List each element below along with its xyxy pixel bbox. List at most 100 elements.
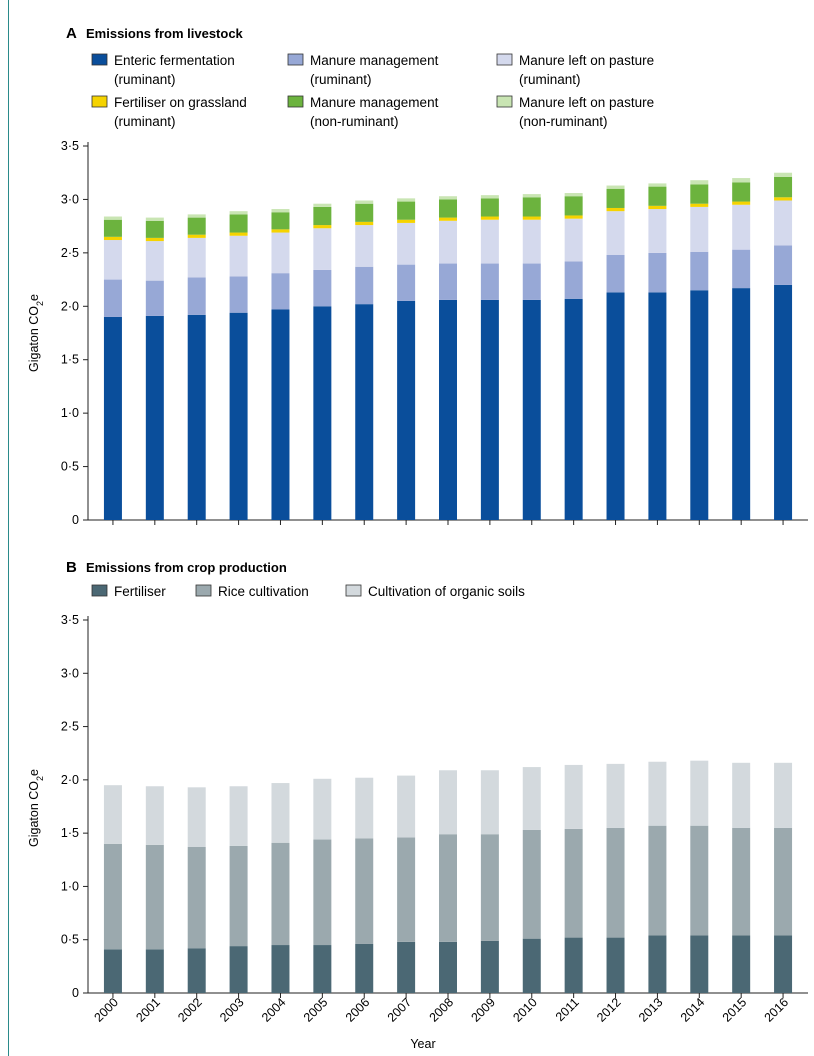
- bar-segment-manure-mgmt-nonrum: [439, 199, 457, 218]
- panel-a-title: Emissions from livestock: [86, 26, 244, 41]
- bar-segment-manure-pasture-nonrum: [774, 172, 793, 177]
- legend-label: Rice cultivation: [218, 584, 309, 599]
- legend-label: (ruminant): [519, 72, 581, 87]
- bar-segment-enteric: [187, 314, 206, 520]
- bar-segment-rice: [145, 844, 164, 950]
- bar-segment-manure-mgmt-rum: [145, 280, 164, 316]
- bar-segment-manure-pasture-rum: [564, 218, 583, 262]
- x-tick-label: 2008: [427, 995, 457, 1025]
- bar-segment-manure-mgmt-rum: [648, 252, 667, 293]
- bar-segment-manure-mgmt-nonrum: [397, 201, 416, 220]
- bar-segment-fertiliser-grass: [774, 197, 793, 201]
- bar-segment-manure-mgmt-nonrum: [732, 182, 751, 202]
- bar-segment-manure-pasture-nonrum: [229, 211, 248, 215]
- x-tick-label: 2006: [343, 995, 373, 1025]
- y-tick-label: 2·0: [61, 299, 79, 313]
- bar-segment-manure-mgmt-nonrum: [103, 219, 122, 237]
- bar-segment-fertiliser: [271, 945, 290, 993]
- bar-segment-manure-mgmt-nonrum: [564, 196, 583, 216]
- bar-segment-rice: [522, 829, 541, 939]
- bar-segment-manure-mgmt-nonrum: [774, 176, 793, 198]
- legend-label: (ruminant): [114, 114, 176, 129]
- legend-label: Enteric fermentation: [114, 53, 235, 68]
- bar-segment-manure-mgmt-rum: [103, 279, 122, 317]
- bar-segment-rice: [355, 838, 374, 944]
- bar-segment-organic-soils: [522, 767, 541, 830]
- bar-segment-manure-pasture-nonrum: [480, 195, 499, 199]
- bar-segment-manure-pasture-nonrum: [439, 196, 457, 200]
- bar-segment-organic-soils: [480, 770, 499, 835]
- panel-b-x-tick-labels: 2000 2001 2002 2003 2004 2005 2006 2007 2008 2009…: [91, 995, 791, 1025]
- bar-segment-fertiliser-grass: [145, 237, 164, 242]
- bar-segment-manure-mgmt-nonrum: [522, 197, 541, 217]
- panel-a-letter: A: [66, 25, 77, 42]
- bar-segment-rice: [648, 825, 667, 936]
- x-tick-label: 2015: [720, 995, 750, 1025]
- x-tick-label: 2001: [133, 995, 163, 1025]
- bar-segment-organic-soils: [774, 762, 793, 828]
- y-tick-label: 1·0: [61, 879, 79, 893]
- y-tick-label: 0·5: [61, 460, 79, 474]
- legend-label: Fertiliser on grassland: [114, 95, 247, 110]
- bar-segment-manure-pasture-rum: [774, 200, 793, 246]
- bar-segment-manure-pasture-nonrum: [564, 193, 583, 197]
- y-tick-label: 3·5: [61, 139, 79, 153]
- bar-segment-manure-mgmt-rum: [397, 264, 416, 301]
- y-tick-label: 3·0: [61, 192, 79, 206]
- panel-b-y-axis-title: Gigaton CO2e: [27, 769, 45, 847]
- panel-a-plot: 0 0·5 1·0 1·5 2·0 2·5 3·0 3·5: [61, 139, 808, 527]
- panel-b-title: Emissions from crop production: [86, 560, 287, 575]
- bar-segment-enteric: [271, 309, 290, 520]
- bar-segment-manure-mgmt-nonrum: [648, 186, 667, 206]
- x-tick-label: 2002: [175, 995, 205, 1025]
- bar-segment-organic-soils: [606, 763, 625, 828]
- bar-segment-enteric: [564, 298, 583, 520]
- bar-segment-organic-soils: [229, 786, 248, 846]
- x-tick-label: 2004: [259, 995, 289, 1025]
- legend-swatch: [345, 584, 362, 597]
- legend-label: (ruminant): [310, 72, 372, 87]
- bar-segment-manure-pasture-nonrum: [522, 194, 541, 198]
- legend-swatch: [91, 584, 108, 597]
- bar-segment-manure-mgmt-rum: [355, 266, 374, 305]
- bar-segment-organic-soils: [397, 775, 416, 838]
- bar-segment-manure-mgmt-nonrum: [187, 217, 206, 235]
- bar-segment-fertiliser: [732, 935, 751, 993]
- bar-segment-rice: [187, 846, 206, 949]
- bar-segment-fertiliser: [103, 949, 122, 993]
- y-tick-label: 1·5: [61, 826, 79, 840]
- bar-segment-manure-pasture-nonrum: [690, 180, 709, 185]
- bar-segment-fertiliser: [439, 941, 457, 993]
- bar-segment-organic-soils: [732, 762, 751, 828]
- bar-segment-fertiliser-grass: [313, 225, 332, 229]
- bar-segment-fertiliser-grass: [355, 221, 374, 226]
- bar-segment-fertiliser: [145, 949, 164, 993]
- bar-segment-enteric: [313, 306, 332, 520]
- bar-segment-organic-soils: [103, 785, 122, 844]
- bar-segment-manure-mgmt-rum: [690, 251, 709, 291]
- bar-segment-rice: [732, 827, 751, 936]
- bar-segment-fertiliser-grass: [187, 234, 206, 238]
- bar-segment-manure-mgmt-nonrum: [271, 212, 290, 230]
- bar-segment-organic-soils: [648, 761, 667, 826]
- bar-segment-manure-pasture-rum: [229, 235, 248, 277]
- bar-segment-manure-mgmt-rum: [522, 263, 541, 300]
- bar-segment-enteric: [229, 312, 248, 520]
- bar-segment-enteric: [522, 299, 541, 520]
- y-tick-label: 0·5: [61, 933, 79, 947]
- x-tick-label: 2013: [636, 995, 666, 1025]
- bar-segment-manure-mgmt-rum: [313, 269, 332, 307]
- bar-segment-rice: [271, 842, 290, 946]
- bar-segment-fertiliser: [606, 937, 625, 993]
- x-tick-label: 2012: [594, 995, 624, 1025]
- panel-b-legend: Fertiliser Rice cultivation Cultivation of…: [91, 584, 525, 599]
- legend-swatch: [91, 95, 108, 108]
- legend-label: Manure management: [310, 95, 439, 110]
- bar-segment-fertiliser-grass: [439, 217, 457, 221]
- bar-segment-manure-mgmt-rum: [439, 263, 457, 300]
- bar-segment-organic-soils: [145, 786, 164, 845]
- bar-segment-fertiliser-grass: [522, 216, 541, 220]
- legend-swatch: [287, 53, 304, 66]
- bar-segment-enteric: [103, 316, 122, 520]
- panel-b-plot: 0 0·5 1·0 1·5 2·0 2·5 3·0 3·5: [61, 613, 808, 1000]
